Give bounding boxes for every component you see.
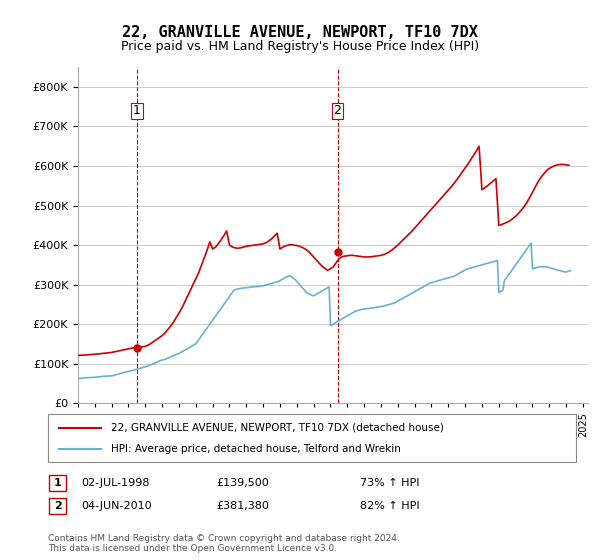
Text: £139,500: £139,500 bbox=[216, 478, 269, 488]
Text: 1: 1 bbox=[54, 478, 61, 488]
Text: 2: 2 bbox=[54, 501, 61, 511]
Text: £381,380: £381,380 bbox=[216, 501, 269, 511]
Text: 73% ↑ HPI: 73% ↑ HPI bbox=[360, 478, 419, 488]
Text: Contains HM Land Registry data © Crown copyright and database right 2024.
This d: Contains HM Land Registry data © Crown c… bbox=[48, 534, 400, 553]
Text: 2: 2 bbox=[334, 104, 341, 118]
Text: Price paid vs. HM Land Registry's House Price Index (HPI): Price paid vs. HM Land Registry's House … bbox=[121, 40, 479, 53]
Text: 1: 1 bbox=[133, 104, 141, 118]
Text: 22, GRANVILLE AVENUE, NEWPORT, TF10 7DX (detached house): 22, GRANVILLE AVENUE, NEWPORT, TF10 7DX … bbox=[112, 423, 444, 433]
Text: 22, GRANVILLE AVENUE, NEWPORT, TF10 7DX: 22, GRANVILLE AVENUE, NEWPORT, TF10 7DX bbox=[122, 25, 478, 40]
Text: 82% ↑ HPI: 82% ↑ HPI bbox=[360, 501, 419, 511]
FancyBboxPatch shape bbox=[49, 475, 66, 491]
FancyBboxPatch shape bbox=[49, 498, 66, 514]
Text: 04-JUN-2010: 04-JUN-2010 bbox=[81, 501, 152, 511]
Text: HPI: Average price, detached house, Telford and Wrekin: HPI: Average price, detached house, Telf… bbox=[112, 444, 401, 454]
Text: 02-JUL-1998: 02-JUL-1998 bbox=[81, 478, 149, 488]
FancyBboxPatch shape bbox=[48, 414, 576, 462]
